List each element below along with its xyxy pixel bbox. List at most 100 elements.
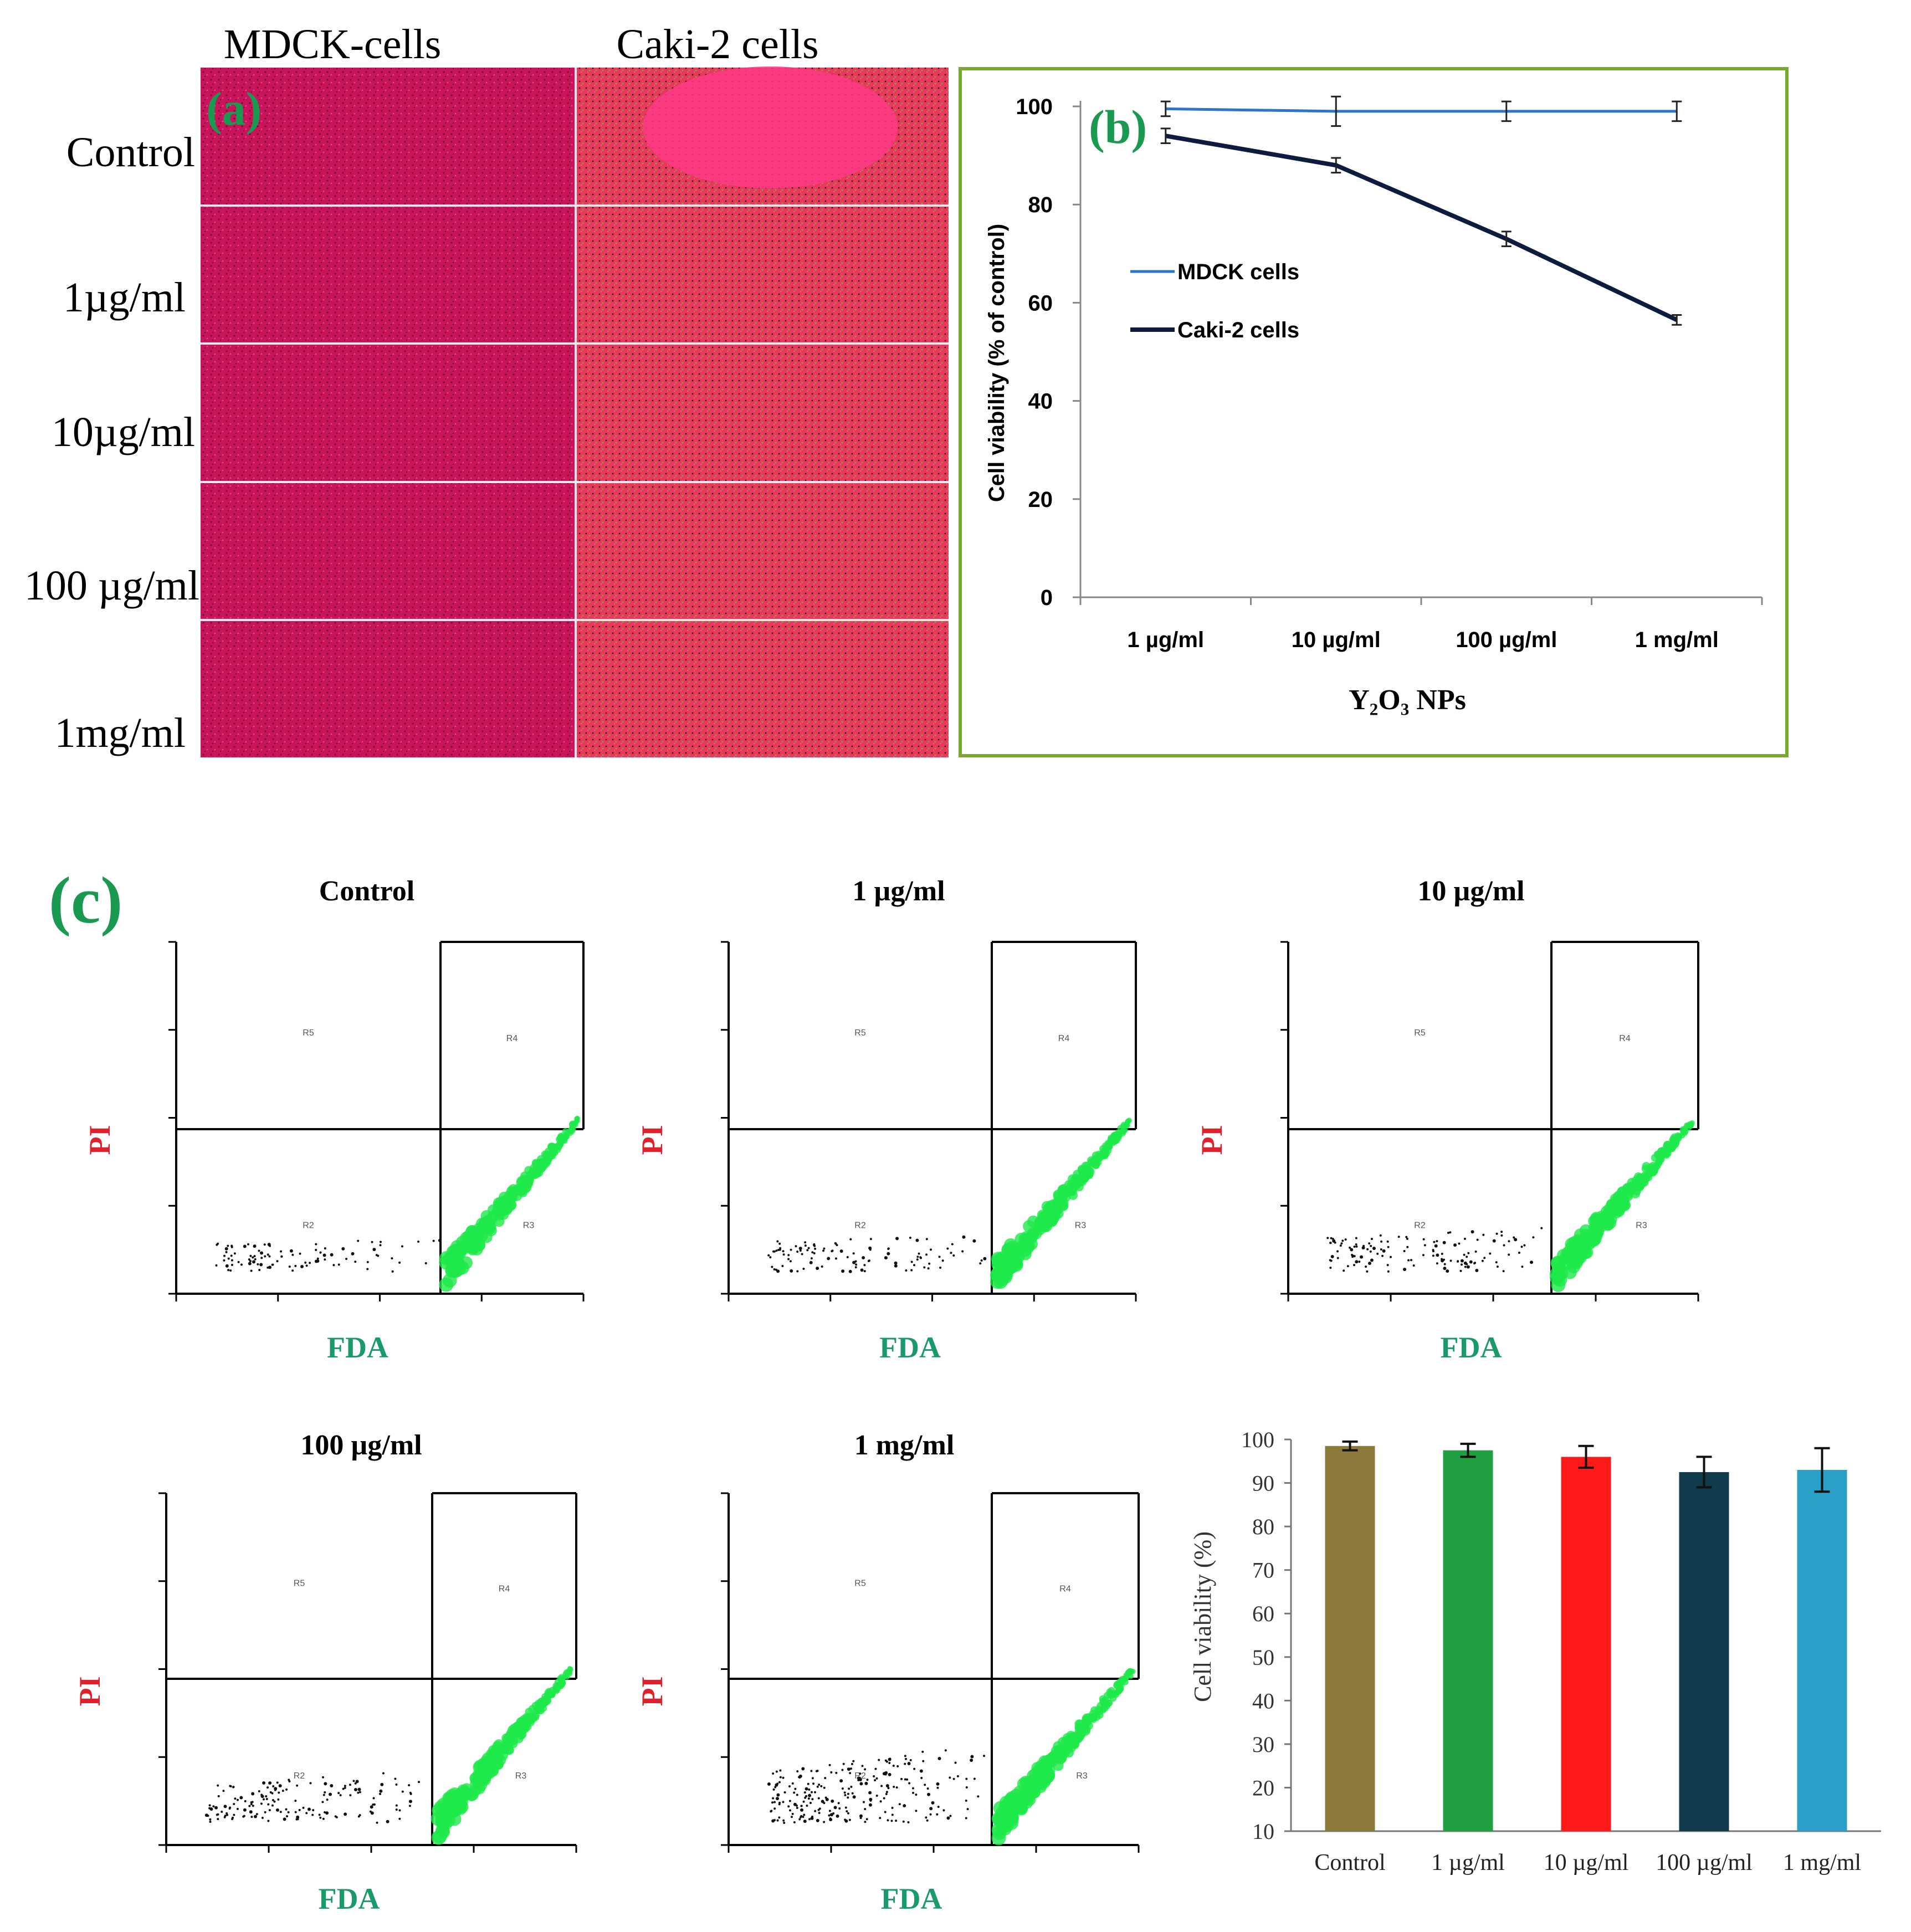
flow-plot-quadrant-label: R4 bbox=[499, 1585, 510, 1594]
panel-c-y-tick-label: 80 bbox=[1252, 1514, 1274, 1539]
panel-b-axes: 0 20 40 60 80 100 1 µg/ml 10 µg/ml 100 µg/ml 1 mg… bbox=[1016, 95, 1763, 652]
panel-a-column-mdck: MDCK-cells bbox=[224, 21, 442, 68]
panel-c-bar bbox=[1325, 1446, 1375, 1831]
panel-c-y-tick-label: 50 bbox=[1252, 1645, 1274, 1670]
panel-c-y-tick-label: 30 bbox=[1252, 1732, 1274, 1757]
panel-b-legend-label: MDCK cells bbox=[1177, 260, 1299, 284]
panel-c-bar-chart: 10 20 30 40 50 60 70 80 90 100 Control 1 µg/ml 10 µg… bbox=[1241, 1427, 1881, 1875]
flow-plot-quadrant-label: R3 bbox=[1636, 1221, 1647, 1231]
flow-plot-y-label: PI bbox=[636, 1677, 669, 1706]
flow-plot-quadrant-label: R2 bbox=[1414, 1221, 1426, 1231]
flow-plot-quadrant-label: R3 bbox=[1076, 1771, 1088, 1781]
panel-c-x-tick-label: 1 µg/ml bbox=[1431, 1850, 1505, 1875]
flow-plot-events-live bbox=[1550, 1120, 1695, 1293]
panel-b-x-tick-label: 1 mg/ml bbox=[1635, 628, 1719, 652]
flow-plot-quadrant-label: R4 bbox=[1058, 1034, 1070, 1043]
panel-c-ylabel: Cell viability (%) bbox=[1189, 1531, 1216, 1702]
panel-b-y-tick-label: 100 bbox=[1016, 95, 1053, 119]
panel-a-row-1ug: 1µg/ml bbox=[63, 274, 186, 321]
panel-b-y-tick-label: 40 bbox=[1028, 390, 1053, 414]
flow-plot-title: 1 mg/ml bbox=[854, 1429, 955, 1461]
flow-plot-quadrant-label: R5 bbox=[854, 1579, 866, 1588]
flow-plot-quadrant-label: R5 bbox=[303, 1028, 314, 1038]
flow-plot-x-label: FDA bbox=[879, 1331, 941, 1364]
panel-a-row-1mg: 1mg/ml bbox=[55, 710, 186, 756]
panel-b-y-tick-label: 60 bbox=[1028, 291, 1053, 315]
panel-c-y-tick-label: 40 bbox=[1252, 1688, 1274, 1713]
flow-plot-events-dead bbox=[204, 1772, 420, 1824]
micrograph-mdck bbox=[201, 68, 575, 757]
flow-plot-events-live bbox=[439, 1115, 580, 1292]
panel-b-series bbox=[1160, 95, 1682, 326]
panel-b-legend-label: Caki-2 cells bbox=[1177, 318, 1299, 342]
flow-plot-quadrant-label: R4 bbox=[1619, 1034, 1631, 1043]
panel-c-bar bbox=[1561, 1457, 1611, 1831]
panel-c-bar bbox=[1797, 1469, 1847, 1831]
panel-b-y-tick-label: 80 bbox=[1028, 193, 1053, 217]
panel-c-y-tick-label: 60 bbox=[1252, 1601, 1274, 1626]
panel-a-row-control: Control bbox=[66, 129, 195, 176]
flow-plot: 10 µg/ml R5 R4 R2 R3 FDA PI bbox=[1195, 875, 1699, 1364]
panel-b-y-tick-label: 20 bbox=[1028, 488, 1053, 512]
panel-b-x-tick-label: 10 µg/ml bbox=[1292, 628, 1381, 652]
flow-plot-events-live bbox=[990, 1118, 1132, 1289]
flow-plot-title: Control bbox=[319, 875, 414, 907]
flow-plot-x-label: FDA bbox=[327, 1331, 388, 1364]
flow-plot-y-label: PI bbox=[83, 1125, 116, 1155]
flow-plot-quadrant-label: R2 bbox=[303, 1221, 314, 1231]
flow-plot-quadrant-label: R4 bbox=[506, 1034, 518, 1043]
flow-plot: Control R5 R4 R2 R3 FDA PI bbox=[83, 875, 585, 1364]
panel-b-y-tick-label: 0 bbox=[1041, 586, 1053, 610]
panel-c-y-tick-label: 20 bbox=[1252, 1775, 1274, 1800]
panel-a-micrographs: MDCK-cells Caki-2 cells (a) Control 1µg/… bbox=[24, 21, 949, 757]
panel-c-x-tick-label: 1 mg/ml bbox=[1783, 1850, 1861, 1875]
flow-plot-quadrant-label: R2 bbox=[294, 1771, 305, 1781]
flow-plot-x-label: FDA bbox=[1441, 1331, 1502, 1364]
flow-plot-quadrant-label: R3 bbox=[523, 1221, 535, 1231]
panel-b-frame bbox=[959, 67, 1789, 757]
panel-b-xlabel: Y₂O₃ NPs bbox=[1349, 684, 1466, 716]
panel-b-line-chart: (b) 0 20 40 60 80 100 1 µg/ml 10 µg/ml 100 µg/ml… bbox=[959, 67, 1789, 757]
flow-plot-quadrant-label: R2 bbox=[854, 1221, 866, 1231]
flow-plot-y-label: PI bbox=[1195, 1125, 1228, 1155]
flow-plot-title: 10 µg/ml bbox=[1417, 875, 1524, 907]
flow-plot-quadrant-label: R3 bbox=[1075, 1221, 1087, 1231]
panel-a-row-10ug: 10µg/ml bbox=[52, 409, 195, 455]
flow-plot-quadrant-label: R4 bbox=[1059, 1585, 1071, 1594]
panel-b-label: (b) bbox=[1089, 100, 1147, 153]
panel-b-legend: MDCK cells Caki-2 cells bbox=[1130, 260, 1299, 342]
panel-b-x-tick-label: 100 µg/ml bbox=[1456, 628, 1557, 652]
flow-plot-quadrant-label: R5 bbox=[854, 1028, 866, 1038]
panel-c-label: (c) bbox=[49, 863, 122, 937]
flow-plot-title: 1 µg/ml bbox=[852, 875, 945, 907]
flow-plot-quadrant-label: R3 bbox=[515, 1771, 527, 1781]
panel-c-y-tick-label: 100 bbox=[1241, 1427, 1274, 1452]
flow-plot-title: 100 µg/ml bbox=[300, 1429, 422, 1461]
flow-plot: 100 µg/ml R5 R4 R2 R3 FDA PI bbox=[73, 1429, 577, 1915]
flow-plot-y-label: PI bbox=[73, 1677, 106, 1706]
flow-plot-events-dead bbox=[1326, 1227, 1543, 1273]
flow-plot-quadrant-label: R5 bbox=[294, 1579, 305, 1588]
panel-b-ylabel: Cell viability (% of control) bbox=[985, 224, 1009, 502]
panel-a-label: (a) bbox=[206, 82, 262, 135]
flow-plot: 1 µg/ml R5 R4 R2 R3 FDA PI bbox=[636, 875, 1137, 1364]
flow-plot-events-dead bbox=[767, 1235, 987, 1273]
flow-plot-x-label: FDA bbox=[319, 1882, 380, 1915]
flow-plot-events-dead bbox=[767, 1749, 986, 1824]
panel-c-y-tick-label: 10 bbox=[1252, 1819, 1274, 1844]
panel-b-x-tick-label: 1 µg/ml bbox=[1127, 628, 1204, 652]
panel-c-bar bbox=[1679, 1472, 1729, 1831]
panel-c: (c) Control R5 R4 R2 R3 FDA PI 1 µg/ml R5 R4 R2 R3 F… bbox=[49, 863, 1881, 1915]
flow-cytometry-plots: Control R5 R4 R2 R3 FDA PI 1 µg/ml R5 R4 R2 R3 FDA PI… bbox=[73, 875, 1699, 1915]
flow-plot-x-label: FDA bbox=[881, 1882, 942, 1915]
panel-a-column-caki: Caki-2 cells bbox=[616, 21, 818, 68]
panel-c-x-tick-label: Control bbox=[1314, 1850, 1385, 1875]
flow-plot-events-live bbox=[991, 1668, 1136, 1846]
panel-b-series-line bbox=[1165, 107, 1677, 113]
micrograph-caki-bright-region bbox=[643, 66, 898, 188]
panel-c-y-tick-label: 70 bbox=[1252, 1558, 1274, 1583]
panel-c-y-tick-label: 90 bbox=[1252, 1471, 1274, 1496]
panel-c-x-tick-label: 10 µg/ml bbox=[1544, 1850, 1629, 1875]
